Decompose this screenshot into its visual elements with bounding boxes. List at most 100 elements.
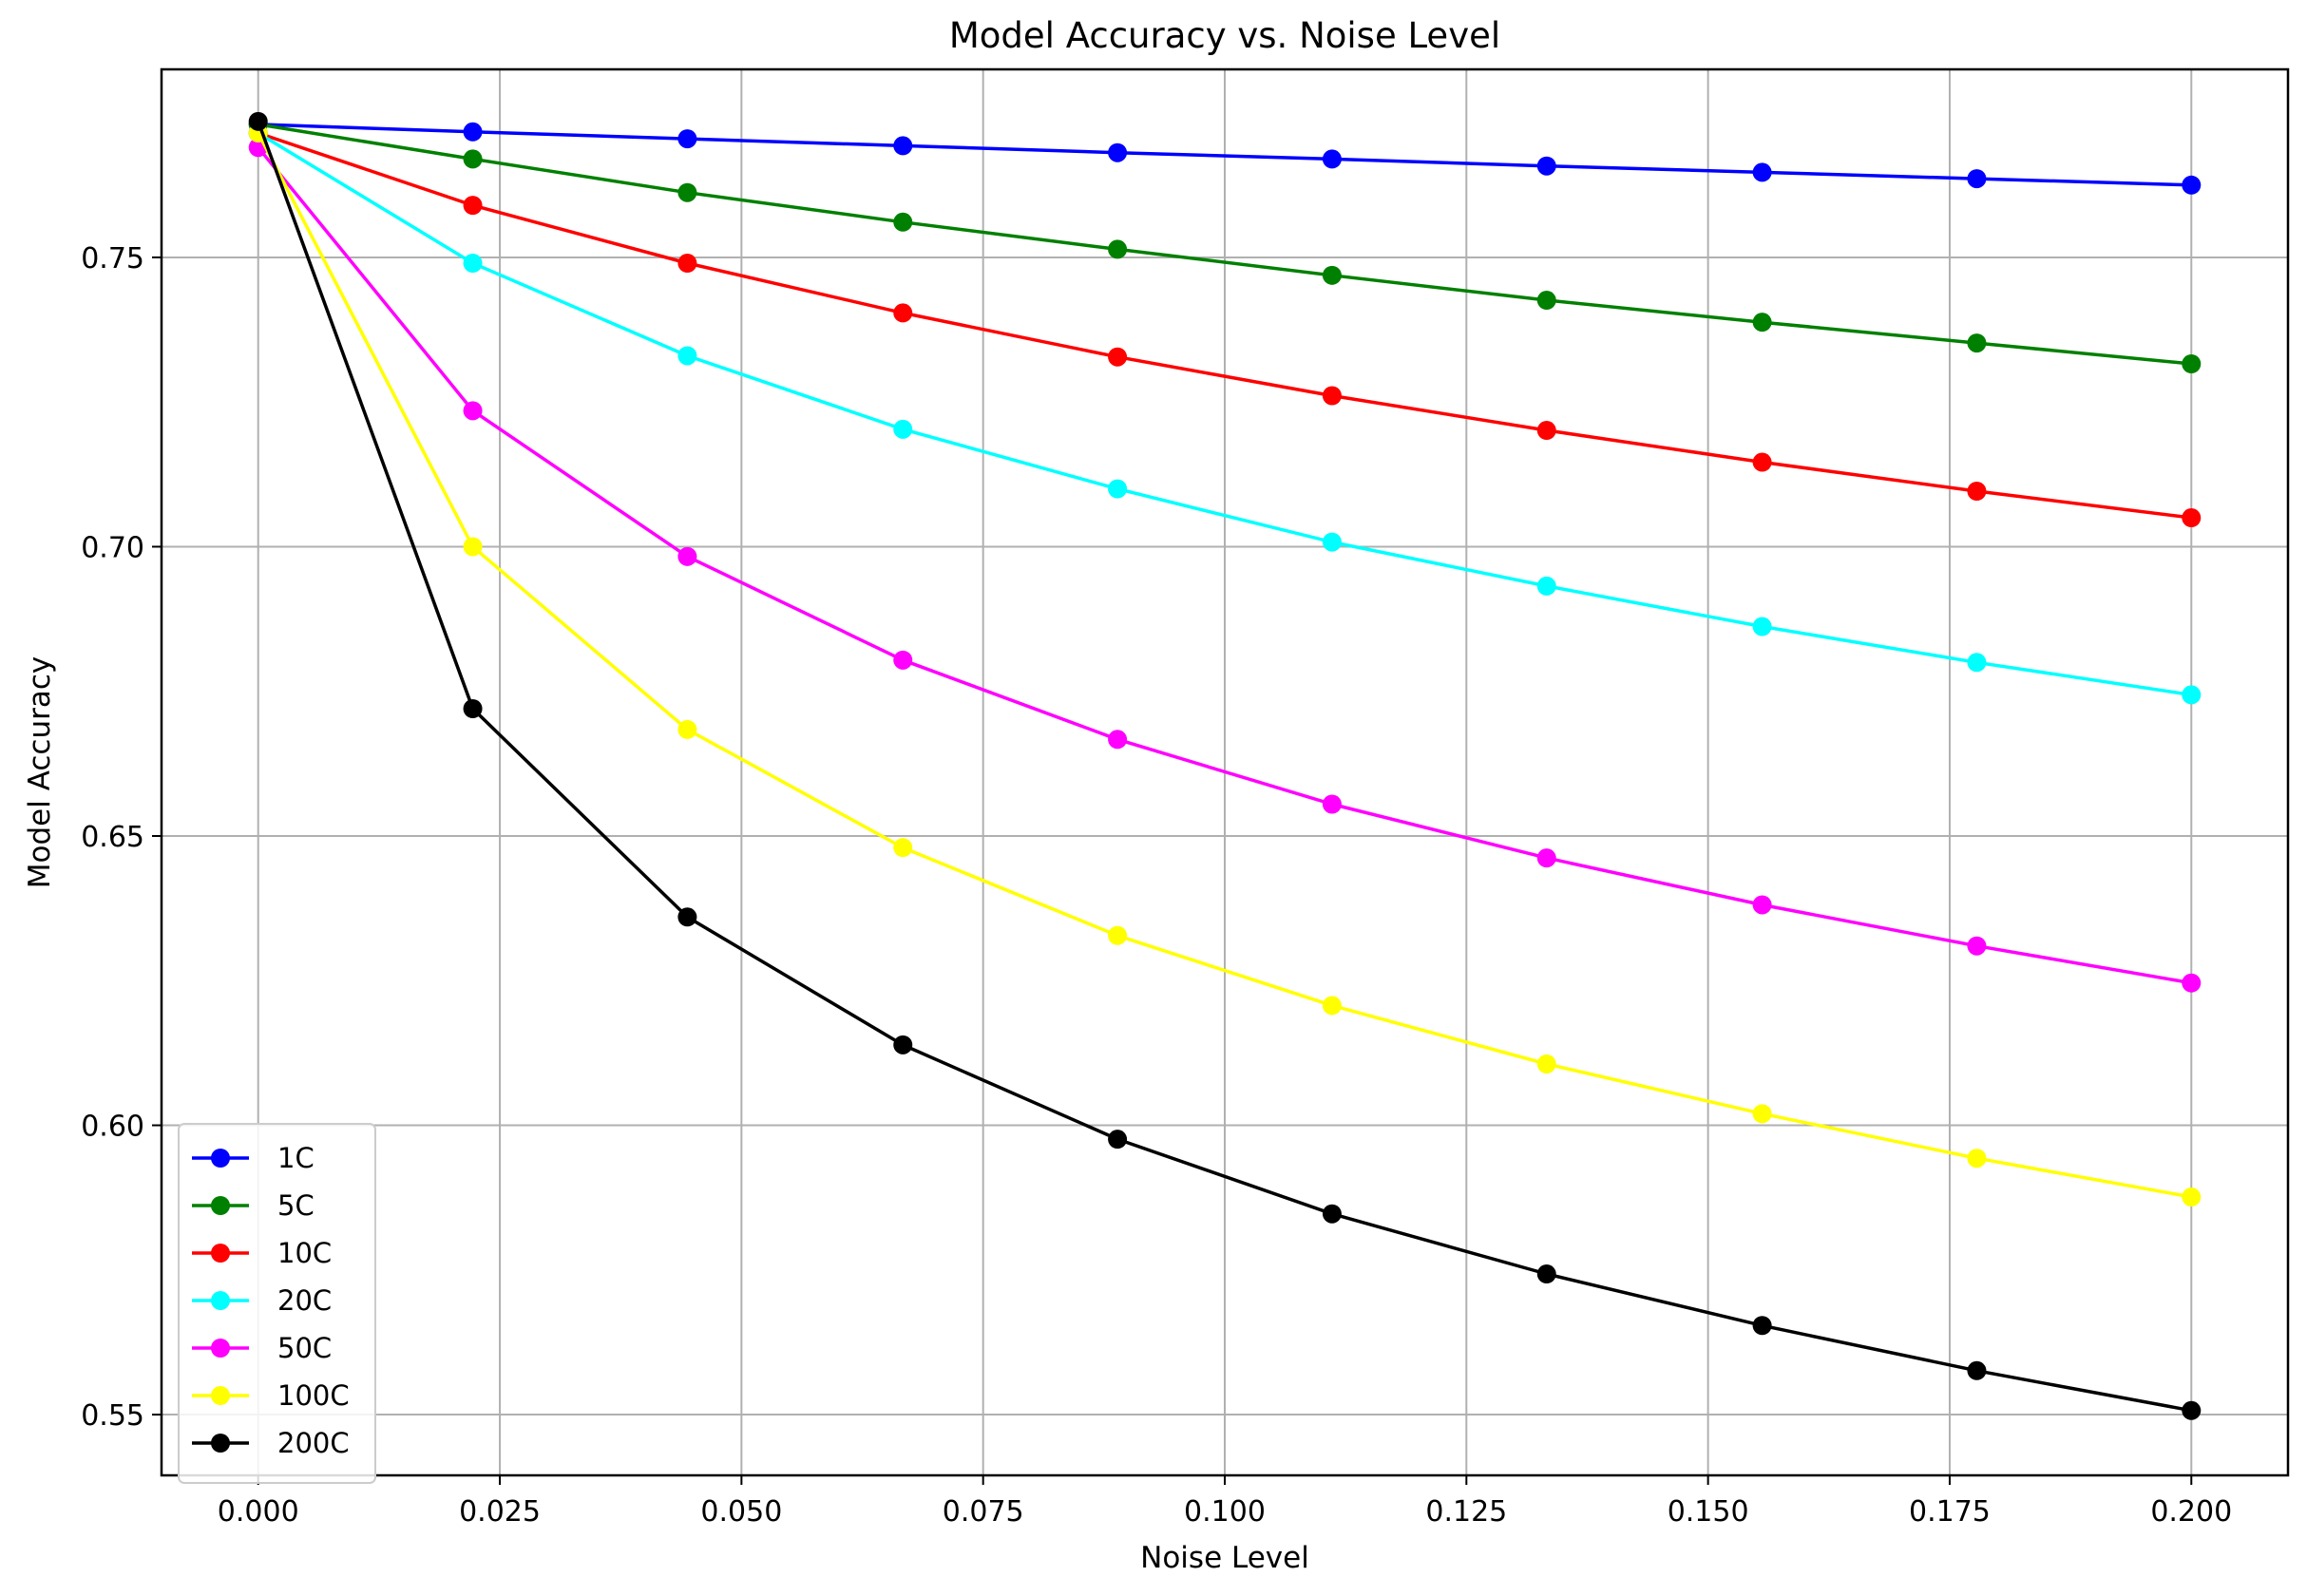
data-point-200c (677, 907, 697, 927)
data-point-10c (1752, 452, 1772, 472)
data-point-5c (1967, 333, 1987, 353)
legend-swatch-marker (211, 1339, 230, 1358)
x-tick-label: 0.175 (1909, 1495, 1991, 1529)
legend-label: 1C (277, 1142, 315, 1174)
legend-item-1c: 1C (192, 1142, 315, 1174)
data-point-10c (2182, 508, 2202, 528)
data-point-1c (463, 122, 483, 142)
data-point-50c (1322, 794, 1342, 814)
legend-swatch-marker (211, 1244, 230, 1263)
data-point-50c (1536, 848, 1556, 868)
data-point-50c (1108, 730, 1128, 750)
data-point-200c (1322, 1204, 1342, 1224)
series-line-50c (257, 146, 2192, 985)
data-point-200c (1752, 1316, 1772, 1336)
data-point-100c (2182, 1188, 2202, 1207)
legend-swatch-marker (211, 1434, 230, 1453)
legend-label: 20C (277, 1284, 332, 1317)
series-line-10c (257, 131, 2192, 520)
data-point-100c (1752, 1104, 1772, 1124)
data-point-1c (2182, 175, 2202, 195)
legend-item-5c: 5C (192, 1189, 315, 1222)
series-5c (248, 114, 2202, 374)
x-tick-label: 0.200 (2150, 1495, 2232, 1529)
data-point-20c (2182, 685, 2202, 705)
legend-item-50c: 50C (192, 1332, 332, 1364)
legend-label: 100C (277, 1379, 350, 1412)
data-point-100c (463, 537, 483, 557)
data-point-100c (1322, 996, 1342, 1016)
data-point-5c (2182, 354, 2202, 374)
data-point-50c (1967, 936, 1987, 956)
y-tick-label: 0.60 (81, 1111, 144, 1144)
data-point-10c (677, 254, 697, 274)
data-point-20c (1536, 576, 1556, 596)
legend-label: 5C (277, 1189, 315, 1222)
data-point-50c (2182, 973, 2202, 993)
legend-swatch-marker (211, 1386, 230, 1405)
data-point-100c (1108, 925, 1128, 945)
data-point-1c (1322, 149, 1342, 169)
data-point-1c (677, 129, 697, 149)
series-200c (248, 111, 2202, 1420)
series-line-1c (257, 123, 2192, 187)
y-tick-label: 0.70 (81, 531, 144, 564)
data-point-200c (1536, 1264, 1556, 1284)
data-point-20c (677, 346, 697, 366)
data-point-5c (1322, 265, 1342, 285)
data-point-10c (893, 303, 913, 323)
legend-label: 200C (277, 1427, 350, 1459)
data-point-10c (1322, 386, 1342, 406)
y-tick-label: 0.65 (81, 821, 144, 854)
x-tick-label: 0.150 (1668, 1495, 1749, 1529)
legend-label: 50C (277, 1332, 332, 1364)
y-tick-label: 0.75 (81, 242, 144, 276)
data-point-20c (1108, 479, 1128, 499)
data-point-5c (1752, 313, 1772, 332)
data-point-1c (1108, 142, 1128, 162)
series-group (248, 111, 2202, 1420)
legend-item-20c: 20C (192, 1284, 332, 1317)
data-point-20c (893, 419, 913, 439)
data-point-200c (893, 1035, 913, 1054)
data-point-5c (1108, 239, 1128, 259)
data-point-5c (893, 212, 913, 232)
data-point-200c (463, 699, 483, 719)
series-line-200c (257, 121, 2192, 1413)
y-tick-label: 0.55 (81, 1399, 144, 1433)
data-point-5c (463, 149, 483, 169)
data-point-100c (893, 838, 913, 858)
data-point-5c (1536, 291, 1556, 311)
legend-swatch-marker (211, 1291, 230, 1310)
data-point-10c (463, 196, 483, 216)
data-point-200c (1967, 1360, 1987, 1380)
data-point-10c (1108, 347, 1128, 367)
data-point-20c (463, 254, 483, 274)
data-point-200c (1108, 1130, 1128, 1150)
legend-swatch-marker (211, 1196, 230, 1215)
data-point-20c (1752, 617, 1772, 636)
data-point-20c (1322, 532, 1342, 552)
data-point-100c (1967, 1149, 1987, 1168)
series-50c (248, 138, 2202, 993)
data-point-50c (893, 650, 913, 670)
x-tick-label: 0.125 (1425, 1495, 1507, 1529)
data-point-100c (677, 719, 697, 739)
series-line-5c (257, 123, 2192, 366)
legend-item-100c: 100C (192, 1379, 350, 1412)
data-point-1c (1967, 169, 1987, 189)
x-tick-label: 0.075 (943, 1495, 1024, 1529)
data-point-1c (893, 136, 913, 156)
series-1c (248, 114, 2202, 195)
series-100c (248, 123, 2202, 1207)
y-axis-label: Model Accuracy (23, 656, 57, 888)
grid (162, 69, 2288, 1475)
data-point-1c (1536, 156, 1556, 176)
legend-item-200c: 200C (192, 1427, 350, 1459)
data-point-200c (248, 111, 268, 131)
x-axis-label: Noise Level (1140, 1541, 1309, 1575)
data-point-10c (1967, 482, 1987, 501)
series-line-100c (257, 132, 2192, 1199)
